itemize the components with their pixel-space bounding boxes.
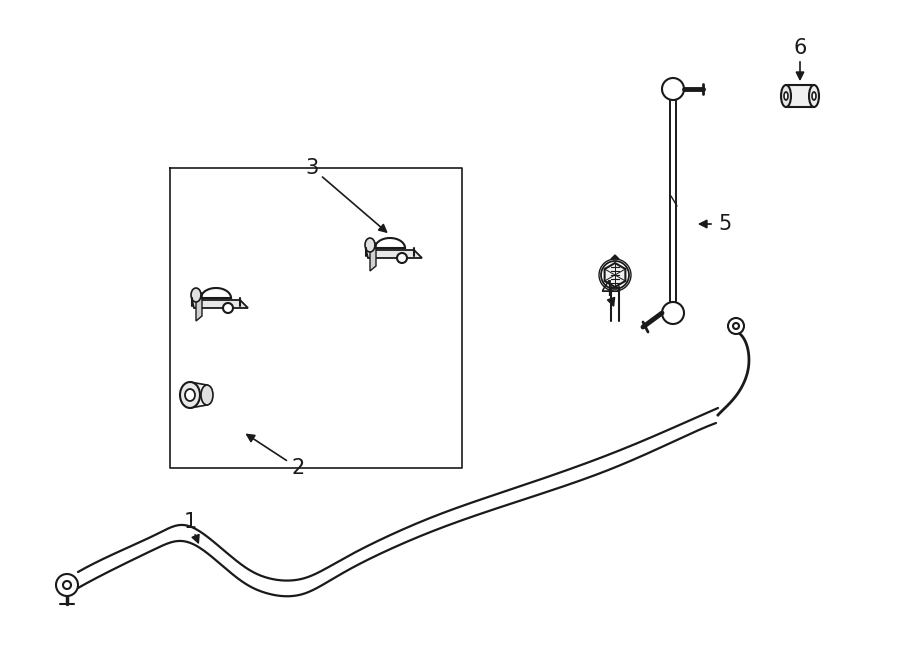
Polygon shape [190, 382, 207, 408]
Text: 4: 4 [601, 280, 615, 300]
Text: 3: 3 [305, 158, 319, 178]
Ellipse shape [180, 382, 200, 408]
Circle shape [397, 253, 407, 263]
Polygon shape [605, 263, 626, 287]
Circle shape [662, 78, 684, 100]
Ellipse shape [781, 85, 791, 107]
Text: 6: 6 [793, 38, 806, 58]
Circle shape [223, 303, 233, 313]
Circle shape [56, 574, 78, 596]
Ellipse shape [185, 389, 195, 401]
Polygon shape [196, 293, 202, 321]
Polygon shape [786, 85, 814, 107]
Polygon shape [192, 300, 248, 308]
Circle shape [63, 581, 71, 589]
Circle shape [728, 318, 744, 334]
Text: 1: 1 [184, 512, 196, 532]
Circle shape [662, 302, 684, 324]
Text: 5: 5 [718, 214, 732, 234]
Ellipse shape [201, 385, 213, 405]
Circle shape [733, 323, 739, 329]
Ellipse shape [365, 238, 375, 252]
Ellipse shape [191, 288, 201, 302]
Ellipse shape [812, 92, 816, 100]
Polygon shape [366, 250, 422, 258]
Ellipse shape [784, 92, 788, 100]
Ellipse shape [809, 85, 819, 107]
Polygon shape [611, 255, 619, 259]
Text: 2: 2 [292, 458, 304, 478]
Polygon shape [370, 243, 376, 271]
